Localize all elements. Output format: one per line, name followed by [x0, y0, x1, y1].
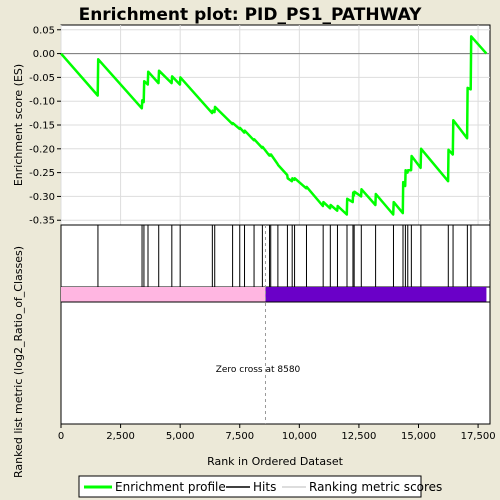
- metric-band-panel: [60, 286, 491, 303]
- es-y-tick-label: -0.05: [29, 73, 55, 84]
- es-y-tick-label: -0.35: [29, 216, 55, 227]
- metric-band-positive: [61, 287, 266, 302]
- x-tick-label: 12,500: [341, 431, 376, 442]
- es-panel: 0.05 0.00 -0.05 -0.10 -0.15 -0.20 -0.25 -0.30 -0…: [29, 24, 491, 227]
- x-tick-label: 5,000: [166, 431, 195, 442]
- zero-cross-annotation: Zero cross at 8580: [216, 365, 301, 375]
- chart-title: Enrichment plot: PID_PS1_PATHWAY: [79, 5, 423, 25]
- es-y-tick-label: -0.30: [29, 192, 55, 203]
- legend-profile-label: Enrichment profile: [115, 480, 226, 494]
- metric-panel: Zero cross at 8580 0 2,500 5,000 7,500 10,00…: [58, 225, 496, 442]
- x-tick-label: 10,000: [282, 431, 317, 442]
- es-y-tick-label: 0.00: [33, 49, 55, 60]
- x-tick-label: 0: [58, 431, 64, 442]
- x-axis-label: Rank in Ordered Dataset: [207, 455, 344, 468]
- legend-hits-label: Hits: [253, 480, 276, 494]
- es-y-axis-ticks: 0.05 0.00 -0.05 -0.10 -0.15 -0.20 -0.25 -0.30 -0…: [29, 25, 61, 227]
- x-tick-label: 2,500: [106, 431, 135, 442]
- es-y-tick-label: -0.20: [29, 144, 55, 155]
- metric-y-axis-label: Ranked list metric (log2_Ratio_of_Classe…: [12, 246, 25, 478]
- x-tick-label: 15,000: [401, 431, 436, 442]
- hits-panel: [60, 224, 491, 288]
- x-axis-ticks: 0 2,500 5,000 7,500 10,000 12,500 15,000 17,500: [58, 424, 496, 442]
- hits-marks: [97, 225, 472, 287]
- enrichment-profile-line: [60, 35, 488, 216]
- es-y-tick-label: -0.15: [29, 121, 55, 132]
- es-y-tick-label: 0.05: [33, 25, 55, 36]
- legend-metric-label: Ranking metric scores: [309, 480, 442, 494]
- x-tick-label: 7,500: [225, 431, 254, 442]
- metric-plot-area: [60, 301, 491, 425]
- es-y-tick-label: -0.25: [29, 168, 55, 179]
- es-y-axis-label: Enrichment score (ES): [12, 64, 25, 186]
- hits-area: [60, 224, 491, 288]
- legend: Enrichment profile Hits Ranking metric s…: [78, 475, 442, 498]
- es-y-tick-label: -0.10: [29, 97, 55, 108]
- x-tick-label: 17,500: [461, 431, 496, 442]
- metric-band-negative: [265, 287, 487, 302]
